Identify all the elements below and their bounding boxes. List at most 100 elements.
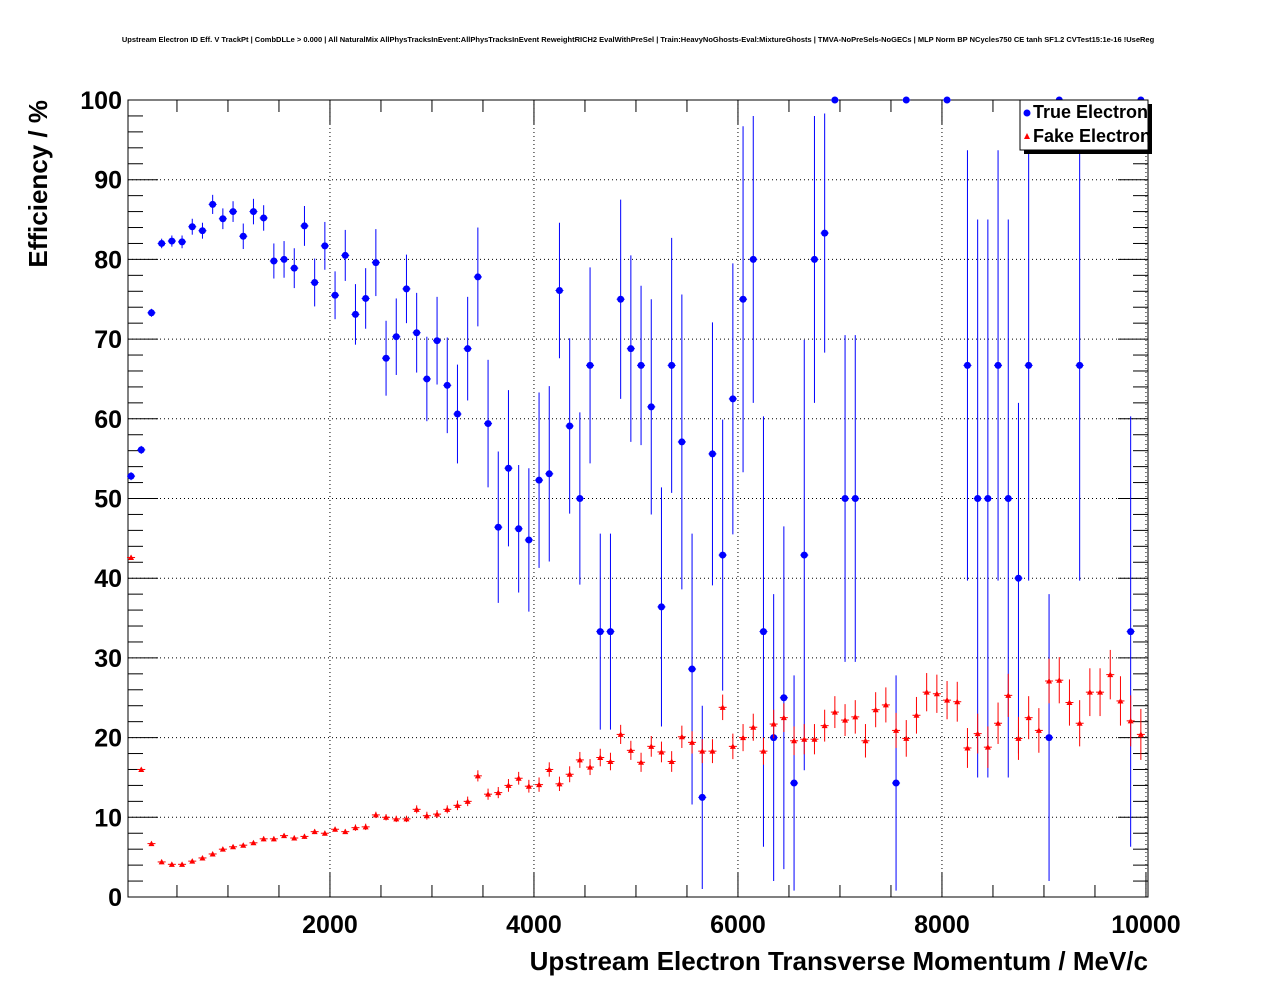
data-point [1076, 720, 1083, 726]
data-point [994, 361, 1002, 369]
chart-title: Upstream Electron ID Eff. V TrackPt | Co… [121, 35, 1155, 44]
data-point [811, 736, 818, 742]
data-point [1056, 677, 1063, 683]
y-tick-label: 60 [94, 406, 122, 434]
data-point [443, 381, 451, 389]
data-point [984, 744, 991, 750]
data-point [821, 229, 829, 237]
data-point [393, 815, 400, 822]
axis-ticks [128, 99, 1148, 898]
data-point [260, 214, 268, 222]
data-point [239, 232, 247, 240]
data-point [382, 354, 390, 362]
data-point [413, 329, 421, 337]
data-point [1117, 697, 1124, 704]
data-point [372, 811, 379, 818]
data-point [657, 603, 665, 611]
data-point [607, 758, 614, 765]
data-point [229, 208, 237, 216]
data-point [403, 815, 410, 822]
data-point [128, 554, 135, 560]
y-tick-label: 100 [80, 87, 122, 115]
data-point [944, 697, 951, 703]
legend-marker-true-electron [1023, 109, 1031, 117]
data-point [903, 735, 910, 741]
data-point [627, 345, 635, 353]
data-point [423, 812, 430, 819]
data-point [668, 758, 675, 765]
data-point [617, 731, 624, 737]
data-point [525, 783, 532, 789]
data-point [219, 215, 227, 223]
data-point [851, 495, 859, 502]
data-point [464, 345, 472, 353]
x-tick-label: 2000 [302, 911, 358, 939]
y-tick-label: 30 [94, 645, 122, 673]
data-point [515, 775, 522, 781]
data-point [862, 737, 869, 744]
data-point [699, 748, 706, 754]
data-point [331, 291, 339, 299]
legend-marker-fake-electron [1024, 133, 1030, 139]
data-point [780, 694, 788, 702]
legend-label-fake-electron: Fake Electron [1033, 126, 1151, 146]
data-point [913, 712, 920, 718]
data-point [433, 337, 441, 345]
data-point [179, 861, 186, 867]
data-point [698, 793, 706, 801]
data-point [760, 748, 767, 754]
data-point [464, 798, 471, 804]
data-point [638, 759, 645, 765]
y-tick-label: 50 [94, 486, 122, 514]
data-point [515, 525, 523, 533]
y-tick-label: 90 [94, 167, 122, 195]
data-point [566, 422, 574, 430]
data-point [759, 628, 767, 636]
data-point [637, 361, 645, 369]
data-point [1046, 678, 1053, 684]
data-point [964, 744, 971, 751]
data-point [158, 858, 165, 865]
data-point [790, 779, 798, 787]
y-tick-label: 80 [94, 246, 122, 274]
data-point [1076, 361, 1084, 369]
data-point [454, 802, 461, 808]
data-point [300, 222, 308, 230]
data-point [494, 523, 502, 531]
data-point [188, 223, 196, 231]
data-point [321, 242, 329, 250]
data-point [189, 858, 196, 864]
data-point [209, 850, 216, 857]
legend-box [1019, 99, 1149, 151]
data-point [984, 495, 992, 502]
data-point [291, 835, 298, 841]
data-point [1035, 727, 1042, 733]
data-point [800, 551, 808, 559]
data-point [545, 470, 553, 478]
data-point [546, 766, 553, 772]
data-point [821, 722, 828, 729]
data-point [892, 779, 900, 787]
data-point [351, 310, 359, 318]
data-point [311, 828, 318, 835]
data-point [974, 730, 981, 737]
data-point [566, 771, 573, 777]
data-point [290, 264, 298, 272]
data-point [1107, 671, 1114, 678]
data-point [270, 835, 277, 842]
y-tick-label: 40 [94, 565, 122, 593]
data-point [556, 780, 563, 787]
data-point [740, 734, 747, 741]
data-point [576, 495, 584, 502]
data-point [995, 720, 1002, 726]
data-point [933, 690, 940, 697]
data-point [1127, 717, 1134, 724]
data-point [485, 791, 492, 797]
data-point [484, 420, 492, 428]
data-point [219, 846, 226, 852]
y-tick-label: 10 [94, 804, 122, 832]
data-point [504, 464, 512, 472]
y-tick-label: 20 [94, 725, 122, 753]
data-point [596, 628, 604, 636]
x-tick-label: 8000 [914, 911, 970, 939]
